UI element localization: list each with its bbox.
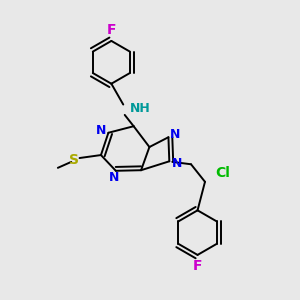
Text: N: N (96, 124, 106, 137)
Text: N: N (109, 171, 119, 184)
Text: S: S (69, 152, 79, 167)
Text: N: N (170, 128, 180, 141)
Text: F: F (106, 22, 116, 37)
Text: NH: NH (130, 103, 151, 116)
Text: N: N (172, 157, 182, 169)
Text: F: F (193, 259, 202, 273)
Text: Cl: Cl (215, 167, 230, 181)
